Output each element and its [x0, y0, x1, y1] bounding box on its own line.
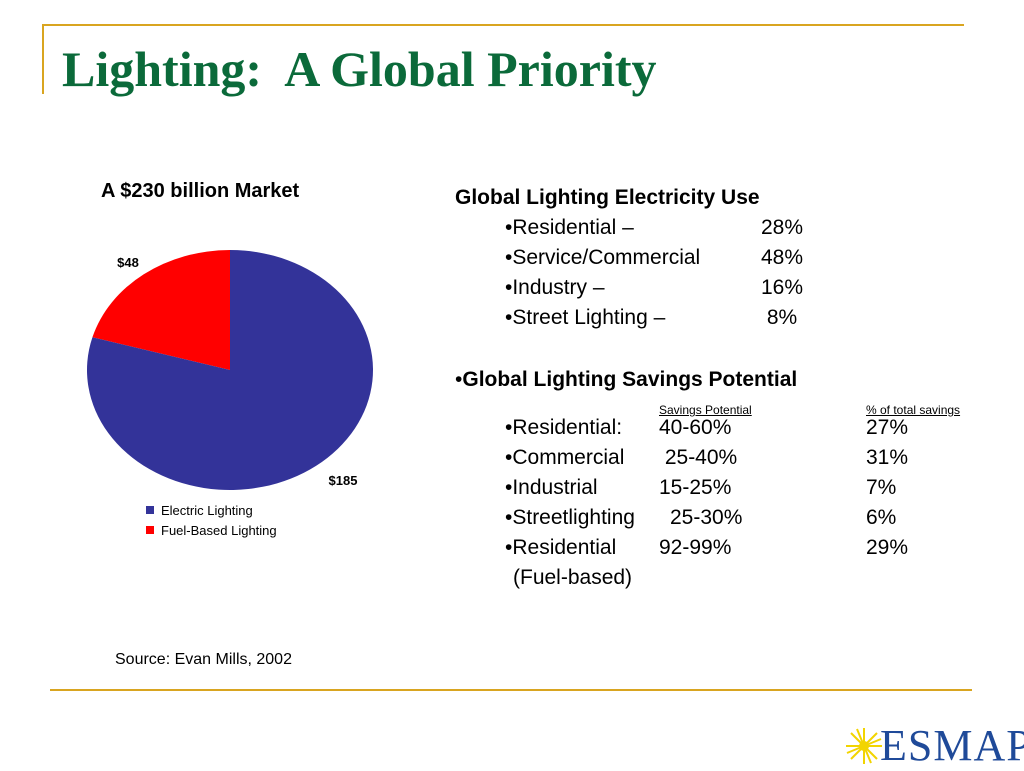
savings-share: 29%: [866, 536, 909, 559]
savings-heading: •Global Lighting Savings Potential: [455, 365, 797, 395]
legend-label-electric: Electric Lighting: [161, 502, 253, 518]
savings-share: 31%: [866, 446, 909, 469]
legend-item-electric: Electric Lighting: [146, 500, 277, 520]
use-value: 48%: [761, 246, 804, 269]
use-label: •Street Lighting –: [505, 306, 666, 329]
left-rule: [42, 24, 44, 94]
chart-title: A $230 billion Market: [101, 180, 300, 202]
savings-share: 27%: [866, 416, 909, 439]
use-value: 16%: [761, 276, 804, 299]
savings-label: •Commercial: [505, 446, 625, 469]
savings-range: 25-40%: [659, 446, 738, 469]
source-note: Source: Evan Mills, 2002: [115, 651, 292, 668]
savings-column-headers: Savings Potential % of total savings: [455, 395, 960, 417]
pie-label-electric: $185: [329, 473, 358, 488]
lighting-stats-panel: Global Lighting Electricity Use •Residen…: [455, 183, 960, 593]
use-row: •Service/Commercial 48%: [455, 243, 803, 273]
savings-row: •Streetlighting 25-30% 6%: [455, 503, 896, 533]
legend-item-fuel: Fuel-Based Lighting: [146, 520, 277, 540]
esmap-logo: ESMAP: [844, 721, 1024, 770]
savings-range: 25-30%: [670, 506, 743, 529]
sun-burst-icon: [846, 728, 882, 764]
savings-row: •Residential: 40-60% 27%: [455, 413, 908, 443]
use-label: •Industry –: [505, 276, 605, 299]
savings-bullet: •: [455, 368, 463, 391]
savings-label: •Residential: [505, 536, 617, 559]
savings-row: •Commercial 25-40% 31%: [455, 443, 908, 473]
savings-range: 92-99%: [659, 536, 732, 559]
use-row: •Industry – 16%: [455, 273, 803, 303]
savings-note: (Fuel-based): [513, 566, 633, 589]
col-share-of-savings: % of total savings: [866, 403, 961, 417]
pie-slice-fuel: [92, 250, 230, 370]
logo-text: ESMAP: [880, 721, 1024, 770]
savings-label: •Residential:: [505, 416, 623, 439]
bottom-rule: [50, 689, 972, 691]
savings-note-row: (Fuel-based): [455, 563, 797, 593]
use-row: •Residential – 28%: [455, 213, 803, 243]
legend-label-fuel: Fuel-Based Lighting: [161, 522, 277, 538]
use-label: •Service/Commercial: [505, 246, 701, 269]
savings-heading-text: Global Lighting Savings Potential: [462, 368, 798, 391]
savings-label: •Industrial: [505, 476, 598, 499]
chart-legend: Electric Lighting Fuel-Based Lighting: [146, 500, 277, 540]
savings-label: •Streetlighting: [505, 506, 635, 529]
use-value: 28%: [761, 216, 804, 239]
legend-swatch-electric: [146, 506, 154, 514]
savings-range: 40-60%: [659, 416, 732, 439]
use-row: •Street Lighting – 8%: [455, 303, 797, 333]
spacer: [455, 333, 797, 365]
savings-share: 6%: [866, 506, 897, 529]
top-rule: [42, 24, 964, 26]
savings-share: 7%: [866, 476, 897, 499]
savings-row: •Residential 92-99% 29%: [455, 533, 908, 563]
savings-row: •Industrial 15-25% 7%: [455, 473, 896, 503]
use-value: 8%: [761, 306, 798, 329]
slide-title: Lighting: A Global Priority: [62, 41, 657, 97]
savings-range: 15-25%: [659, 476, 732, 499]
use-heading: Global Lighting Electricity Use: [455, 186, 760, 209]
legend-swatch-fuel: [146, 526, 154, 534]
use-label: •Residential –: [505, 216, 634, 239]
pie-label-fuel: $48: [117, 255, 139, 270]
pie-slice-electric: [87, 250, 374, 490]
col-savings-potential: Savings Potential: [659, 403, 752, 417]
